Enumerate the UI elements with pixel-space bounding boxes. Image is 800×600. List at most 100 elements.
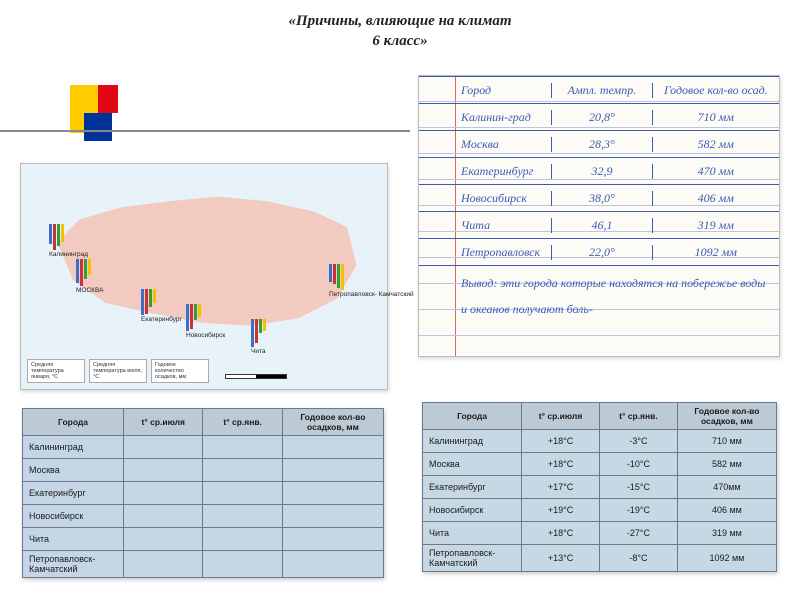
- table-cell: [203, 482, 282, 505]
- title-line2: 6 класс»: [372, 33, 427, 49]
- table-cell: -8°С: [599, 545, 677, 572]
- climate-table-filled: Города t° ср.июля t° ср.янв. Годовое кол…: [422, 402, 777, 572]
- table-cell: [124, 528, 203, 551]
- hw-cell: Новосибирск: [419, 191, 552, 206]
- city-label: Екатеринбург: [141, 316, 182, 323]
- table-cell: -3°С: [599, 430, 677, 453]
- table-row: Екатеринбург+17°С-15°С470мм: [423, 476, 777, 499]
- table-cell: [203, 459, 282, 482]
- city-label: Калининград: [49, 251, 88, 258]
- table-row: Петропавловск-Камчатский: [23, 551, 384, 578]
- table-row: Чита: [23, 528, 384, 551]
- table-cell: +18°С: [522, 453, 600, 476]
- table-cell: Петропавловск-Камчатский: [423, 545, 522, 572]
- city-label: Новосибирск: [186, 332, 225, 339]
- table-header-row: Города t° ср.июля t° ср.янв. Годовое кол…: [423, 403, 777, 430]
- table-cell: 710 мм: [677, 430, 776, 453]
- table-cell: Екатеринбург: [23, 482, 124, 505]
- hw-cell: Екатеринбург: [419, 164, 552, 179]
- col-city: Города: [23, 409, 124, 436]
- hw-conclusion: Вывод: эти города которые находятся на п…: [419, 266, 779, 326]
- hw-cell: 28,3°: [552, 137, 652, 152]
- table-cell: [124, 459, 203, 482]
- logo-square: [84, 113, 112, 141]
- col-july: t° ср.июля: [124, 409, 203, 436]
- table-cell: Москва: [23, 459, 124, 482]
- table-cell: [282, 482, 383, 505]
- table-cell: 470мм: [677, 476, 776, 499]
- col-jan: t° ср.янв.: [599, 403, 677, 430]
- table-cell: [282, 551, 383, 578]
- table-cell: 406 мм: [677, 499, 776, 522]
- logo-square: [70, 85, 98, 113]
- hw-cell: Чита: [419, 218, 552, 233]
- table-cell: [282, 505, 383, 528]
- hw-row: Чита46,1319 мм: [419, 211, 779, 238]
- scale-bar: [225, 374, 287, 379]
- hw-cell: 1092 мм: [653, 245, 779, 260]
- table-header-row: Города t° ср.июля t° ср.янв. Годовое кол…: [23, 409, 384, 436]
- table-cell: +18°С: [522, 522, 600, 545]
- hw-cell: 406 мм: [653, 191, 779, 206]
- hw-header: Город Ампл. темпр. Годовое кол-во осад.: [419, 76, 779, 103]
- table-cell: Москва: [423, 453, 522, 476]
- table-cell: Калининград: [23, 436, 124, 459]
- logo-square: [98, 85, 118, 113]
- city-marker: Екатеринбург: [141, 289, 182, 323]
- table-row: Калининград: [23, 436, 384, 459]
- table-row: Москва: [23, 459, 384, 482]
- hw-cell: Петропавловск: [419, 245, 552, 260]
- hw-row: Екатеринбург32,9470 мм: [419, 157, 779, 184]
- page-title: «Причины, влияющие на климат 6 класс»: [0, 0, 800, 51]
- city-marker: Калининград: [49, 224, 88, 258]
- table-cell: Екатеринбург: [423, 476, 522, 499]
- table-cell: [203, 551, 282, 578]
- table-cell: 582 мм: [677, 453, 776, 476]
- table-cell: [282, 436, 383, 459]
- table-cell: -19°С: [599, 499, 677, 522]
- table-cell: Калининград: [423, 430, 522, 453]
- col-precip: Годовое кол-во осадков, мм: [677, 403, 776, 430]
- table-cell: [282, 459, 383, 482]
- table-cell: Новосибирск: [23, 505, 124, 528]
- table-cell: [203, 505, 282, 528]
- legend-item: Средняя температура июля, °С: [89, 359, 147, 383]
- table-cell: [124, 505, 203, 528]
- col-precip: Годовое кол-во осадков, мм: [282, 409, 383, 436]
- table-row: Новосибирск: [23, 505, 384, 528]
- table-cell: [124, 551, 203, 578]
- city-label: МОСКВА: [76, 287, 103, 294]
- table-cell: +17°С: [522, 476, 600, 499]
- table-cell: [203, 528, 282, 551]
- city-marker: МОСКВА: [76, 259, 103, 294]
- city-marker: Петропавловск- Камчатский: [329, 264, 414, 298]
- col-july: t° ср.июля: [522, 403, 600, 430]
- hw-cell: Москва: [419, 137, 552, 152]
- hw-cell: 22,0°: [552, 245, 652, 260]
- hw-cell: 46,1: [552, 218, 652, 233]
- table-row: Чита+18°С-27°С319 мм: [423, 522, 777, 545]
- map-legend: Средняя температура января, °С Средняя т…: [27, 359, 209, 383]
- col-city: Города: [423, 403, 522, 430]
- title-line1: «Причины, влияющие на климат: [288, 13, 511, 29]
- hw-cell: 20,8°: [552, 110, 652, 125]
- hw-row: Калинин-град20,8°710 мм: [419, 103, 779, 130]
- table-cell: 319 мм: [677, 522, 776, 545]
- table-cell: [282, 528, 383, 551]
- table-cell: +18°С: [522, 430, 600, 453]
- table-cell: Петропавловск-Камчатский: [23, 551, 124, 578]
- table-cell: Чита: [423, 522, 522, 545]
- legend-item: Средняя температура января, °С: [27, 359, 85, 383]
- table-cell: -15°С: [599, 476, 677, 499]
- city-marker: Чита: [251, 319, 266, 355]
- table-row: Екатеринбург: [23, 482, 384, 505]
- table-cell: [124, 436, 203, 459]
- table-cell: +19°С: [522, 499, 600, 522]
- city-marker: Новосибирск: [186, 304, 225, 339]
- table-cell: +13°С: [522, 545, 600, 572]
- table-row: Москва+18°С-10°С582 мм: [423, 453, 777, 476]
- city-label: Чита: [251, 348, 266, 355]
- handwritten-notebook: Город Ампл. темпр. Годовое кол-во осад. …: [418, 75, 780, 357]
- legend-item: Годовое количество осадков, мм: [151, 359, 209, 383]
- hw-header-city: Город: [419, 83, 552, 98]
